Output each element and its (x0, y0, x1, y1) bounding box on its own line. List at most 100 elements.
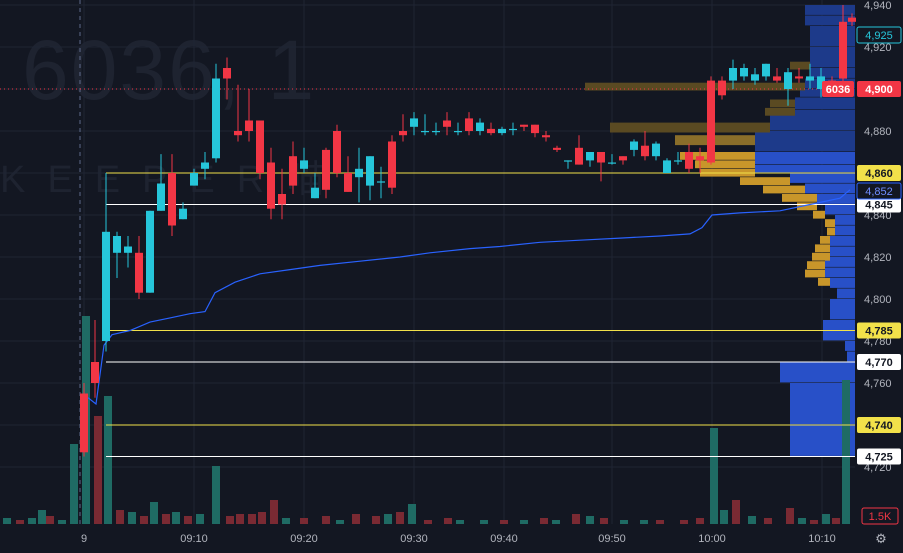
volume-bar (196, 514, 204, 524)
candle-body (564, 160, 572, 162)
candle-body (707, 80, 715, 163)
candle-body (696, 156, 704, 161)
candle-body (91, 362, 99, 383)
volume-bar (456, 520, 464, 524)
candle-body (421, 131, 429, 133)
candle-body (333, 131, 341, 173)
candle-body (256, 120, 264, 173)
candle-body (278, 194, 286, 205)
volume-bar (408, 504, 416, 524)
profile-bar (805, 183, 855, 194)
vwap-line-path (87, 189, 851, 406)
profile-bar-value-area (763, 185, 805, 194)
volume-tag-bg (861, 507, 899, 525)
candle-body (839, 21, 847, 79)
candle-body (718, 80, 726, 96)
volume-tag: 1.5K (869, 511, 892, 523)
profile-bar (835, 225, 855, 236)
volume-bar (480, 520, 488, 524)
candle-body (410, 118, 418, 127)
profile-bar (835, 215, 855, 225)
candle-body (487, 128, 495, 134)
profile-bar (780, 362, 855, 383)
y-tick-label: 4,800 (864, 294, 892, 306)
candle-body (212, 78, 220, 159)
candle-body (399, 131, 407, 136)
profile-bar-value-area (680, 152, 755, 160)
price-line-tag: 4,725 (865, 452, 893, 464)
candle-body (729, 68, 737, 81)
candle-body (630, 141, 638, 150)
profile-bar-value-area (765, 107, 795, 116)
volume-bar (424, 520, 432, 524)
volume-bar (94, 416, 102, 524)
y-tick-label: 4,840 (864, 210, 892, 222)
candle-body (773, 76, 781, 81)
time-axis[interactable]: 9 09:10 09:20 09:30 09:40 09:50 10:00 10:10 ⚙ (81, 532, 887, 547)
volume-bar (656, 520, 664, 524)
profile-bar (755, 131, 855, 152)
volume-bar (3, 518, 11, 524)
profile-bar (810, 26, 855, 47)
volume-bar (540, 518, 548, 524)
volume-bar (720, 510, 728, 524)
candle-body (520, 124, 528, 127)
price-line-tag: 4,770 (865, 357, 893, 369)
volume-bar (140, 516, 148, 524)
x-tick-label: 09:20 (290, 533, 318, 545)
profile-bar (825, 267, 855, 278)
profile-bar-value-area (818, 278, 830, 286)
candle-body (223, 68, 231, 79)
candle-body (740, 68, 748, 77)
profile-bar (847, 351, 855, 362)
candle-body (267, 162, 275, 209)
candle-body (586, 152, 594, 161)
price-line-tag-bg (857, 354, 901, 370)
volume-bar (282, 518, 290, 524)
profile-bar (845, 341, 855, 351)
volume-bar (764, 518, 772, 524)
volume-bar (322, 516, 330, 524)
candle-body (113, 236, 121, 253)
candle-body (575, 147, 583, 165)
profile-bar (805, 5, 855, 15)
price-line-tag-bg (857, 165, 901, 181)
profile-bar-value-area (797, 202, 817, 211)
profile-bar-value-area (695, 160, 755, 169)
profile-bar (755, 164, 855, 173)
volume-bar (842, 380, 850, 524)
candle-body (553, 147, 561, 150)
profile-bar-value-area (770, 99, 795, 108)
volume-bar (226, 516, 234, 524)
profile-bar-value-area (827, 227, 835, 236)
profile-bar (755, 152, 855, 164)
y-tick-label: 4,820 (864, 252, 892, 264)
price-tags: 4,860 4,845 4,785 4,770 4,740 4,725 4,900 6036 4… (822, 26, 902, 525)
volume-bar (172, 512, 180, 524)
profile-bar (795, 97, 855, 110)
vwap-tag-bg (856, 182, 902, 200)
volume-bar (162, 514, 170, 524)
volume-bar (810, 520, 818, 524)
candle-body (817, 76, 825, 89)
candle-body (652, 143, 660, 157)
candle-body (454, 131, 462, 133)
candle-body (641, 145, 649, 157)
candle-body (179, 208, 187, 220)
profile-bar-value-area (782, 194, 817, 202)
profile-bar (825, 204, 855, 215)
profile-bar-value-area (820, 236, 830, 244)
price-line-tag: 4,845 (865, 200, 893, 212)
volume-bar (336, 520, 344, 524)
settings-gear-icon[interactable]: ⚙ (875, 532, 887, 547)
candle-body (135, 252, 143, 293)
upper-tag-bg (856, 26, 902, 44)
volume-bar (572, 514, 580, 524)
candle-body (806, 76, 814, 81)
vwap-tag: 4,852 (865, 186, 893, 198)
price-line-tag: 4,860 (865, 168, 893, 180)
candle-body (531, 124, 539, 134)
y-tick-label: 4,720 (864, 462, 892, 474)
profile-bar (810, 47, 855, 68)
